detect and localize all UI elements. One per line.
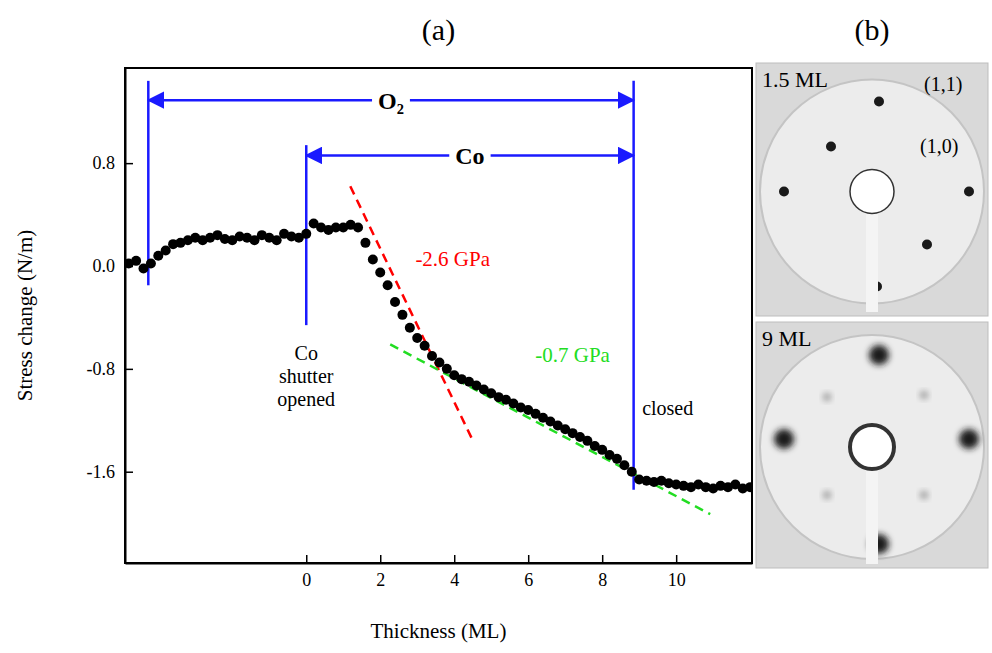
annotation-line: closed	[642, 397, 693, 419]
event-marker	[632, 81, 635, 490]
data-point	[368, 255, 378, 265]
spot-label: (1,0)	[920, 135, 958, 158]
data-point	[383, 280, 393, 290]
x-axis-tick-label: 2	[376, 570, 385, 590]
fit-line	[390, 344, 710, 514]
x-axis-tick-label: 0	[302, 570, 311, 590]
leed-spot	[920, 391, 928, 399]
fit-label: -0.7 GPa	[535, 343, 610, 367]
span-label-bg	[449, 143, 490, 169]
data-point	[627, 467, 637, 477]
x-axis-tick: 4	[450, 555, 459, 590]
image-frame	[756, 322, 988, 568]
figure: 0 2 4 6 8 10 -1.6 -0.8 0.0 0.8 Thickness (ML) Stres…	[0, 0, 992, 653]
leed-spot	[823, 393, 831, 401]
leed-spot	[959, 429, 979, 449]
span-label: Co	[455, 143, 484, 169]
sample-holder	[850, 170, 894, 214]
image-frame	[756, 63, 988, 316]
y-axis-tick-mark	[125, 369, 133, 371]
annotation: closed	[642, 397, 693, 419]
plot-frame	[125, 68, 752, 563]
fit-label: -2.6 GPa	[415, 247, 490, 271]
leed-image: 9 ML	[756, 322, 988, 568]
y-axis-tick: 0.0	[93, 256, 134, 276]
panel-title: (a)	[422, 13, 455, 47]
data-point	[360, 238, 370, 248]
x-axis-title: Thickness (ML)	[371, 619, 507, 643]
sample-holder	[850, 425, 894, 469]
y-axis: -1.6 -0.8 0.0 0.8	[87, 69, 134, 564]
x-axis-tick-label: 6	[524, 570, 533, 590]
leed-spot	[964, 187, 974, 197]
leed-image: 1.5 ML (1,1) (1,0)	[756, 63, 988, 316]
data-point	[420, 341, 430, 351]
y-axis-tick-label: -0.8	[87, 359, 116, 379]
leed-spot	[779, 187, 789, 197]
x-axis-tick-mark	[306, 555, 308, 563]
data-point	[353, 222, 363, 232]
leed-spot	[874, 97, 884, 107]
x-axis-tick-mark	[528, 555, 530, 563]
y-axis-tick-label: -1.6	[87, 462, 116, 482]
annotation-line: Co	[295, 342, 318, 364]
x-axis-tick: 6	[524, 555, 533, 590]
data-point	[301, 229, 311, 239]
data-point	[412, 333, 422, 343]
y-axis-tick-label: 0.8	[93, 153, 116, 173]
x-axis-tick-mark	[380, 555, 382, 563]
x-axis-tick: 10	[668, 555, 686, 590]
data-point	[745, 482, 752, 492]
leed-spot	[823, 491, 831, 499]
leed-spot	[826, 142, 836, 152]
x-axis: 0 2 4 6 8 10	[126, 555, 753, 590]
y-axis-tick-label: 0.0	[93, 256, 116, 276]
annotation-line: shutter	[279, 365, 334, 387]
y-axis-tick-mark	[125, 471, 133, 473]
fit-line	[350, 186, 472, 439]
x-axis-tick: 8	[598, 555, 607, 590]
x-axis-tick-mark	[454, 555, 456, 563]
image-label: 1.5 ML	[762, 67, 828, 92]
y-axis-tick: -0.8	[87, 359, 134, 379]
event-marker	[147, 81, 150, 285]
leed-spot	[869, 345, 889, 365]
y-axis-title: Stress change (N/m)	[13, 230, 37, 401]
x-axis-tick: 0	[302, 555, 311, 590]
leed-spot	[920, 491, 928, 499]
span-label: O₂	[378, 88, 404, 114]
panel-title: (b)	[855, 13, 890, 47]
y-axis-tick: 0.8	[93, 153, 134, 173]
annotation: Coshutteropened	[277, 342, 335, 411]
data-point	[397, 310, 407, 320]
span-label-bg	[372, 88, 410, 114]
annotation-line: opened	[277, 388, 335, 411]
spot-label: (1,1)	[924, 73, 962, 96]
data-point	[375, 267, 385, 277]
x-axis-tick-label: 4	[450, 570, 459, 590]
x-axis-tick-mark	[676, 555, 678, 563]
y-axis-tick-mark	[125, 163, 133, 165]
data-point	[390, 297, 400, 307]
image-label: 9 ML	[762, 326, 812, 351]
leed-spot	[774, 429, 794, 449]
x-axis-tick-label: 10	[668, 570, 686, 590]
plot-area	[125, 81, 752, 514]
data-point	[405, 323, 415, 333]
x-axis-tick: 2	[376, 555, 385, 590]
data-point	[146, 258, 156, 268]
x-axis-tick-label: 8	[598, 570, 607, 590]
annotations: O₂Co-2.6 GPa-0.7 GPaCoshutteropenedclose…	[277, 88, 693, 420]
x-axis-tick-mark	[602, 555, 604, 563]
y-axis-tick: -1.6	[87, 462, 134, 482]
leed-spot	[922, 240, 932, 250]
data-point	[131, 256, 141, 266]
